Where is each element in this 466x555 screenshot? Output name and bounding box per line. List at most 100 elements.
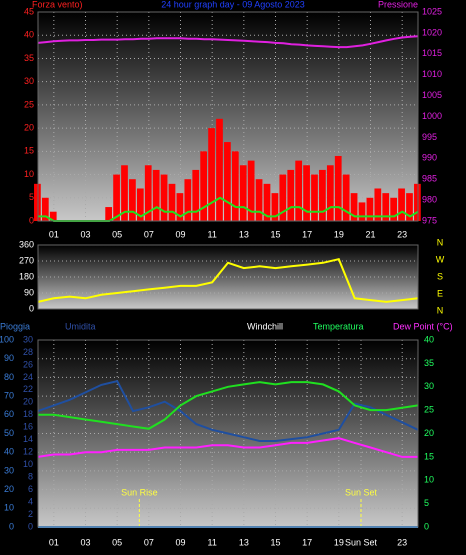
x-tick-label: 23 — [397, 229, 407, 239]
series-line — [37, 258, 419, 303]
bar — [326, 165, 334, 221]
bar — [255, 179, 263, 221]
series-label: Dew Point (°C) — [393, 321, 453, 331]
y3-tick-label: 25 — [424, 405, 434, 415]
y-tick-label: 45 — [24, 6, 34, 16]
bar — [287, 169, 295, 221]
y-tick-label: 5 — [29, 192, 34, 202]
y-tick-label: 180 — [19, 271, 34, 281]
y-tick-label: 35 — [24, 53, 34, 63]
direction-label: S — [437, 271, 443, 281]
bar — [366, 197, 374, 221]
x-tick-label: 03 — [80, 229, 90, 239]
y3-tick-label: 35 — [424, 358, 434, 368]
series-label: Umidita — [65, 321, 96, 331]
bar — [105, 207, 113, 221]
x-tick-label: 09 — [175, 537, 185, 547]
y2-tick-label: 985 — [422, 174, 437, 184]
y3-tick-label: 0 — [424, 521, 429, 531]
x-tick-label: 21 — [365, 229, 375, 239]
bar — [200, 151, 208, 221]
sun-label: Sun Rise — [121, 487, 158, 497]
bar — [176, 193, 184, 221]
x-tick-label: 19 — [334, 537, 344, 547]
x-tick-label: 23 — [397, 537, 407, 547]
series-line — [38, 381, 419, 430]
x-tick-label: 07 — [144, 229, 154, 239]
y2-tick-label: 20 — [23, 397, 33, 407]
y2-tick-label: 12 — [23, 447, 33, 457]
y2-tick-label: 8 — [28, 472, 33, 482]
plot-border — [37, 339, 419, 528]
y2-tick-label: 16 — [23, 422, 33, 432]
y-tick-label: 25 — [24, 99, 34, 109]
bar — [334, 155, 342, 221]
y-tick-label: 20 — [24, 122, 34, 132]
x-tick-label: 09 — [175, 229, 185, 239]
x-tick-label: 11 — [207, 537, 216, 547]
bar — [239, 165, 247, 221]
series-line — [37, 35, 419, 49]
x-tick-label: 05 — [112, 537, 122, 547]
y3-tick-label: 30 — [424, 381, 434, 391]
y3-tick-label: 20 — [424, 428, 434, 438]
bar — [129, 179, 136, 221]
x-tick-label: 03 — [80, 537, 90, 547]
y2-tick-label: 1025 — [422, 6, 442, 16]
x-tick-label: 11 — [207, 229, 216, 239]
x-tick-label: 17 — [302, 537, 312, 547]
bar — [358, 202, 366, 221]
plot-border — [37, 11, 419, 222]
bar — [414, 183, 421, 221]
y-tick-label: 10 — [24, 169, 34, 179]
y-tick-label: 20 — [4, 484, 14, 494]
bar — [263, 183, 271, 221]
y3-tick-label: 10 — [424, 475, 434, 485]
x-tick-label: 07 — [144, 537, 154, 547]
y-tick-label: 270 — [19, 255, 34, 265]
bar — [34, 183, 41, 221]
y-tick-label: 50 — [4, 428, 14, 438]
y-tick-label: 60 — [4, 409, 14, 419]
y2-tick-label: 14 — [23, 434, 33, 444]
y2-tick-label: 975 — [422, 215, 437, 225]
direction-label: E — [437, 288, 443, 298]
y2-tick-label: 4 — [28, 496, 33, 506]
y2-tick-label: 1015 — [422, 48, 442, 58]
bar — [184, 179, 192, 221]
x-tick-label: 13 — [239, 537, 249, 547]
x-tick-label: 15 — [270, 537, 280, 547]
bar — [295, 160, 303, 221]
series-line — [37, 379, 419, 442]
y2-tick-label: 995 — [422, 132, 437, 142]
y3-tick-label: 40 — [424, 334, 434, 344]
x-tick-label: 17 — [302, 229, 312, 239]
bar — [342, 174, 350, 221]
y2-tick-label: 1005 — [422, 90, 442, 100]
direction-label: N — [437, 305, 444, 315]
bar — [382, 193, 390, 221]
sun-label: Sun Set — [345, 487, 378, 497]
y2-tick-label: 0 — [28, 521, 33, 531]
bar — [144, 165, 152, 221]
bar — [247, 160, 255, 221]
bar — [41, 197, 49, 221]
direction-label: W — [436, 254, 445, 264]
bar — [192, 169, 200, 221]
bar — [208, 128, 215, 221]
y-tick-label: 90 — [4, 353, 14, 363]
y-tick-label: 10 — [4, 503, 14, 513]
y-tick-label: 15 — [24, 146, 34, 156]
x-tick-label: 05 — [112, 229, 122, 239]
y2-tick-label: 24 — [23, 372, 33, 382]
y-tick-label: 90 — [24, 287, 34, 297]
y-tick-label: 40 — [24, 30, 34, 40]
y-axis-label: Forza vento) — [32, 0, 83, 9]
x-tick-label: Sun Set — [345, 537, 378, 547]
bar — [271, 193, 279, 221]
y2-tick-label: 30 — [23, 334, 33, 344]
y2-axis-label: Pressione — [378, 0, 418, 9]
y2-tick-label: 2 — [28, 509, 33, 519]
y2-tick-label: 6 — [28, 484, 33, 494]
y-tick-label: 70 — [4, 390, 14, 400]
